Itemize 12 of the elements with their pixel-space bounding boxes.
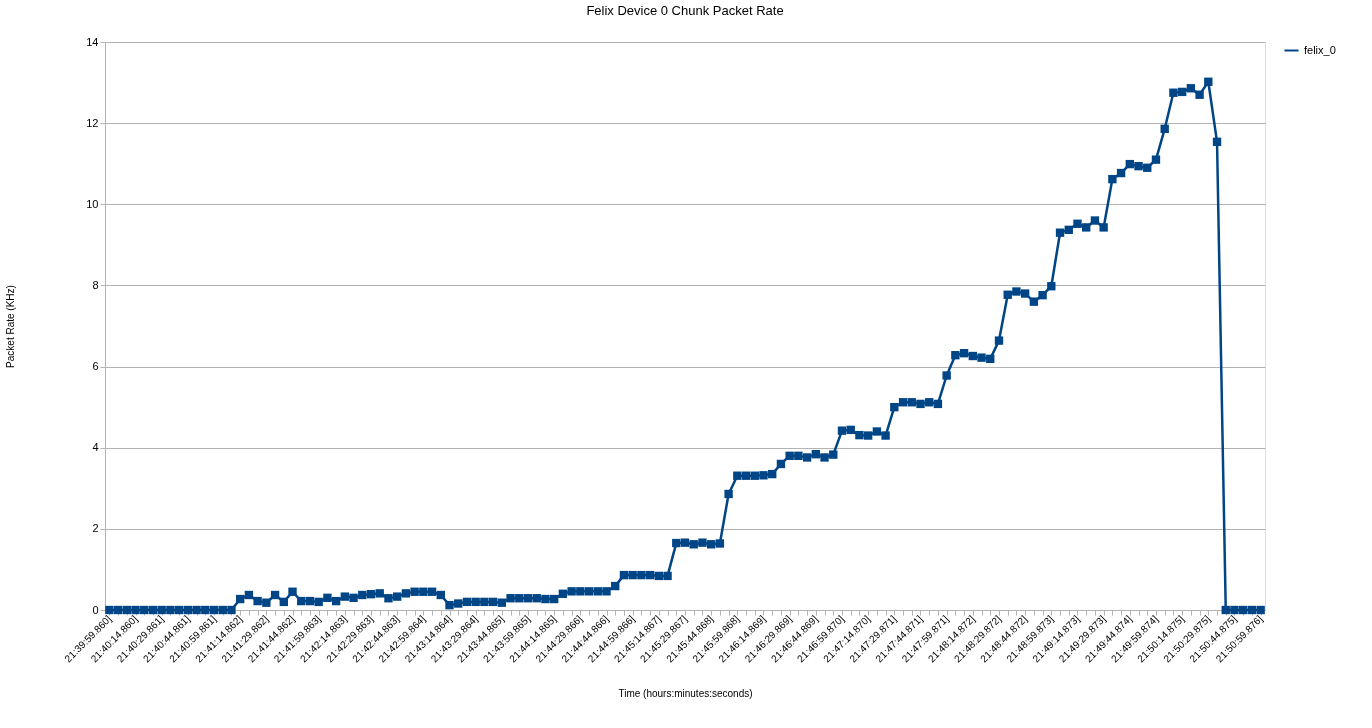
y-tick-label: 8 [92,278,99,291]
chart-title: Felix Device 0 Chunk Packet Rate [586,3,784,18]
y-tick-label: 4 [92,441,99,454]
y-tick-label: 10 [86,197,99,210]
y-tick-label: 12 [86,116,99,129]
y-tick-label: 14 [86,35,99,48]
y-tick-label: 6 [92,360,99,373]
x-axis-title: Time (hours:minutes:seconds) [618,688,753,700]
legend-label: felix_0 [1304,43,1336,56]
y-axis-title: Packet Rate (KHz) [5,285,17,368]
y-tick-label: 2 [92,522,99,535]
y-tick-label: 0 [92,603,99,616]
